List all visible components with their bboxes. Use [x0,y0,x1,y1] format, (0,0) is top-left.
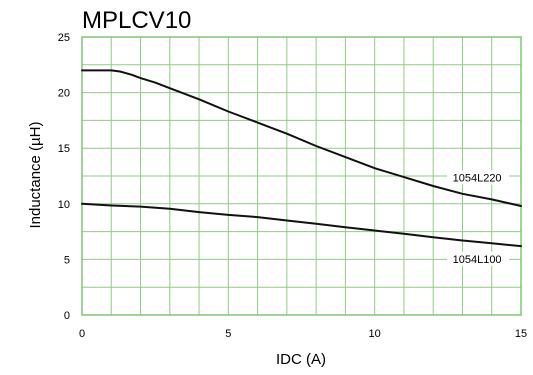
y-tick-label: 25 [58,32,70,44]
y-tick-label: 15 [58,143,70,155]
x-tick-label: 10 [369,328,381,340]
chart-title: MPLCV10 [82,7,191,34]
y-tick-label: 10 [58,199,70,211]
series-labels: 1054L220 1054L100 [447,170,510,266]
y-tick-labels: 0 5 10 15 20 25 [58,32,70,322]
x-tick-label: 5 [225,328,231,340]
series-layer [81,69,522,248]
series-label-bg [447,170,510,185]
series-label-1054L220: 1054L220 [453,173,502,185]
y-tick-label: 5 [64,254,70,266]
series-label-1054L100: 1054L100 [453,254,502,266]
x-tick-label: 0 [79,328,85,340]
y-axis-label: Inductance (µH) [27,121,44,228]
series-line-1054L100 [81,202,522,248]
series-label-bg [447,251,510,266]
x-tick-labels: 0 5 10 15 [79,328,527,340]
y-tick-label: 20 [58,88,70,100]
x-tick-label: 15 [515,328,527,340]
series-line-1054L220 [81,69,522,207]
y-tick-label: 0 [64,310,70,322]
x-axis-label: IDC (A) [276,351,326,368]
plot-frame [81,36,522,316]
